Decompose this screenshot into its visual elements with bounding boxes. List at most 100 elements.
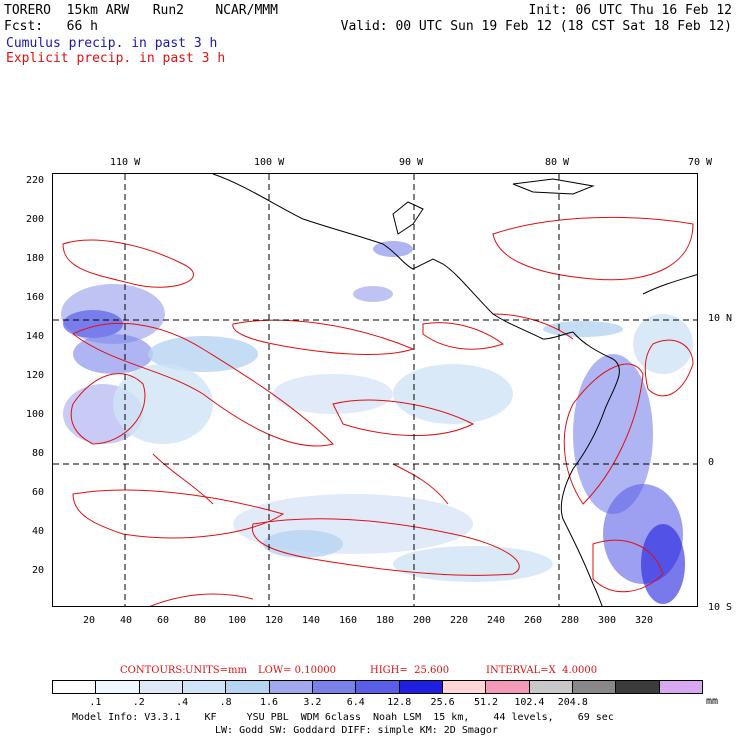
x-tick-label: 40 xyxy=(120,615,133,626)
colorbar-swatch xyxy=(399,681,443,693)
cumulus-area xyxy=(113,364,213,444)
contour-line xyxy=(72,322,334,447)
colorbar-swatch xyxy=(139,681,183,693)
x-tick-label: 240 xyxy=(487,615,506,626)
contour-info-units: UNITS=mm xyxy=(185,665,247,676)
colorbar-label: .8 xyxy=(219,697,232,708)
cumulus-area xyxy=(63,310,123,338)
contour-line xyxy=(392,463,449,505)
x-tick-label: 280 xyxy=(561,615,580,626)
contour-line xyxy=(62,239,194,288)
lon-label-100w: 100 W xyxy=(254,157,285,168)
lat-label-10s: 10 S xyxy=(708,602,733,613)
colorbar-label: 6.4 xyxy=(346,697,365,708)
lat-label-0: 0 xyxy=(708,457,715,468)
y-tick-label: 60 xyxy=(32,487,45,498)
precip-map xyxy=(52,173,698,607)
coastline-central-america xyxy=(212,174,574,340)
x-tick-label: 120 xyxy=(265,615,284,626)
x-tick-label: 60 xyxy=(157,615,170,626)
lon-label-110w: 110 W xyxy=(110,157,141,168)
coastline-yucatan xyxy=(392,201,424,235)
colorbar-swatch xyxy=(486,681,530,693)
x-tick-label: 260 xyxy=(524,615,543,626)
cumulus-area xyxy=(273,374,393,414)
contour-line xyxy=(72,489,285,539)
contour-line xyxy=(644,339,694,397)
contour-line xyxy=(492,313,574,340)
contour-line xyxy=(232,319,415,355)
header-title: TORERO 15km ARW Run2 NCAR/MMM xyxy=(4,3,278,18)
colorbar-label: 102.4 xyxy=(514,697,545,708)
colorbar-label: 51.2 xyxy=(473,697,499,708)
y-tick-label: 200 xyxy=(26,214,45,225)
precip-colorbar xyxy=(52,680,703,694)
y-tick-label: 40 xyxy=(32,526,45,537)
x-tick-label: 80 xyxy=(194,615,207,626)
model-info-line2: LW: Godd SW: Goddard DIFF: simple KM: 2D… xyxy=(215,725,498,736)
contour-line xyxy=(422,322,505,350)
cumulus-area xyxy=(641,524,685,604)
coastline-cuba xyxy=(512,178,595,195)
colorbar-label: .4 xyxy=(176,697,189,708)
y-tick-label: 180 xyxy=(26,253,45,264)
coastline-layer xyxy=(212,174,697,606)
y-tick-label: 140 xyxy=(26,331,45,342)
coastline-caribbean xyxy=(642,274,697,295)
lon-label-70w: 70 W xyxy=(688,157,713,168)
x-tick-label: 300 xyxy=(598,615,617,626)
colorbar-swatch xyxy=(269,681,313,693)
y-tick-label: 220 xyxy=(26,175,45,186)
x-tick-label: 200 xyxy=(413,615,432,626)
y-tick-label: 80 xyxy=(32,448,45,459)
colorbar-swatch xyxy=(572,681,617,693)
colorbar-swatch xyxy=(96,681,140,693)
colorbar-label: .2 xyxy=(132,697,145,708)
contour-info-label: CONTOURS: xyxy=(120,665,186,676)
colorbar-swatch xyxy=(312,681,357,693)
x-tick-label: 220 xyxy=(450,615,469,626)
contour-line xyxy=(251,518,520,576)
cumulus-area xyxy=(633,314,693,374)
y-tick-label: 120 xyxy=(26,370,45,381)
legend-cumulus: Cumulus precip. in past 3 h xyxy=(6,36,218,51)
contour-info-interval: INTERVAL=X 4.0000 xyxy=(486,665,598,676)
colorbar-swatch xyxy=(529,681,573,693)
colorbar-swatch xyxy=(659,681,702,693)
colorbar-label: 3.2 xyxy=(303,697,322,708)
colorbar-swatch xyxy=(442,681,487,693)
cumulus-precip-layer xyxy=(61,241,693,604)
cumulus-area xyxy=(148,336,258,372)
colorbar-swatch xyxy=(616,681,660,693)
cumulus-area xyxy=(573,354,653,514)
lon-label-90w: 90 W xyxy=(399,157,424,168)
colorbar-label: 12.8 xyxy=(387,697,412,708)
contour-line xyxy=(592,539,664,593)
cumulus-area xyxy=(373,241,413,257)
colorbar-swatch xyxy=(182,681,227,693)
contour-info-low: LOW= 0.10000 xyxy=(258,665,337,676)
lon-label-80w: 80 W xyxy=(545,157,570,168)
colorbar-label: 1.6 xyxy=(259,697,279,708)
contour-line xyxy=(332,399,475,437)
colorbar-swatch xyxy=(356,681,400,693)
cumulus-area xyxy=(73,334,153,374)
colorbar-swatch xyxy=(53,681,97,693)
cumulus-area xyxy=(393,546,553,582)
cumulus-area xyxy=(543,321,623,337)
colorbar-label: 204.8 xyxy=(557,697,588,708)
lat-label-10n: 10 N xyxy=(708,313,733,324)
cumulus-area xyxy=(263,530,343,558)
contour-info-high: HIGH= 25.600 xyxy=(370,665,450,676)
header-valid-time: Valid: 00 UTC Sun 19 Feb 12 (18 CST Sat … xyxy=(340,19,732,34)
cumulus-area xyxy=(353,286,393,302)
y-tick-label: 100 xyxy=(26,409,45,420)
legend-explicit: Explicit precip. in past 3 h xyxy=(6,51,226,66)
x-tick-label: 100 xyxy=(228,615,247,626)
header-forecast-hour: Fcst: 66 h xyxy=(4,19,98,34)
contour-line xyxy=(563,363,644,505)
y-tick-label: 160 xyxy=(26,292,45,303)
y-tick-label: 20 xyxy=(32,565,45,576)
model-info-line1: Model Info: V3.3.1 KF YSU PBL WDM 6class… xyxy=(72,712,614,723)
x-tick-label: 180 xyxy=(376,615,395,626)
